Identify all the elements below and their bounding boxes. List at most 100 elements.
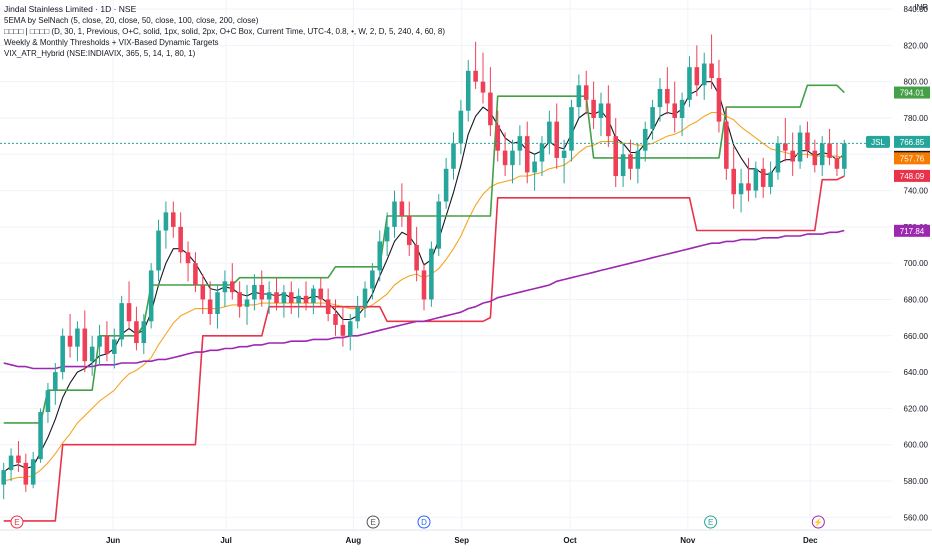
candle-body <box>687 67 692 100</box>
candle-body <box>347 321 353 336</box>
candle-body <box>60 335 65 373</box>
y-tick-label: 740.00 <box>904 187 929 196</box>
y-tick-label: 660.00 <box>904 332 929 341</box>
x-tick-label: Jun <box>106 536 120 545</box>
price-tag-text: 757.76 <box>900 154 925 163</box>
series-line-3 <box>3 175 845 522</box>
candle-body <box>89 346 95 362</box>
x-tick-label: Sep <box>454 536 469 545</box>
candle-body <box>539 143 545 162</box>
price-tag <box>894 169 930 182</box>
event-marker-label: E <box>370 518 375 527</box>
candle-body <box>797 132 803 162</box>
price-tag-text: 766.85 <box>900 138 925 147</box>
box-indicator-label[interactable]: □□□□ | □□□□ (D, 30, 1, Previous, O+C, so… <box>4 27 446 36</box>
legend: Jindal Stainless Limited · 1D · NSE 5EMA… <box>4 4 445 59</box>
currency-label: INR <box>914 3 928 12</box>
candle-body <box>237 292 242 307</box>
candle-body <box>171 212 176 227</box>
candle-body <box>819 143 825 166</box>
price-tag-text: 717.84 <box>900 227 925 236</box>
x-tick-label: Aug <box>346 536 362 545</box>
event-marker-label: ⚡ <box>813 517 823 527</box>
event-marker <box>704 515 718 529</box>
candle-body <box>207 299 213 315</box>
candle-body <box>362 288 368 307</box>
candle-body <box>421 270 427 300</box>
price-axis[interactable]: 560.00 580.00 600.00 620.00 640.00 660.00 680.… <box>904 3 929 522</box>
event-markers[interactable]: E E D E ⚡ <box>10 515 825 529</box>
candle-body <box>75 328 80 347</box>
x-tick-label: Oct <box>563 536 577 545</box>
candle-body <box>576 85 582 108</box>
candle-body <box>296 295 301 304</box>
candle-body <box>134 321 139 344</box>
candle-body <box>414 245 419 271</box>
candle-body <box>1 470 6 485</box>
candle-body <box>842 143 847 169</box>
candle-body <box>30 459 36 485</box>
candle-body <box>465 70 471 111</box>
candle-body <box>303 295 309 304</box>
candle-body <box>311 288 316 304</box>
candle-body <box>628 154 633 169</box>
time-axis[interactable]: Jun Jul Aug Sep Oct Nov Dec <box>106 536 818 545</box>
symbol-tag <box>866 135 890 148</box>
x-tick-label: Nov <box>680 536 696 545</box>
event-marker-label: E <box>14 518 19 527</box>
y-tick-label: 680.00 <box>904 295 929 304</box>
candle-body <box>488 92 493 126</box>
candle-body <box>119 303 124 340</box>
candle-body <box>377 241 383 271</box>
candle-body <box>370 270 375 289</box>
thresholds-indicator-label[interactable]: Weekly & Monthly Thresholds + VIX-Based … <box>4 38 219 47</box>
candle-body <box>104 335 110 354</box>
candle-body <box>355 306 360 322</box>
candle-body <box>288 292 294 304</box>
candle-body <box>82 328 88 362</box>
candle-body <box>554 121 560 158</box>
candle-body <box>502 150 508 166</box>
candle-body <box>827 143 832 158</box>
vix-indicator-label[interactable]: VIX_ATR_Hybrid (NSE:INDIAVIX, 365, 5, 14… <box>4 49 196 58</box>
y-tick-label: 620.00 <box>904 404 929 413</box>
y-tick-label: 580.00 <box>904 477 929 486</box>
candle-body <box>399 201 405 216</box>
candle-body <box>591 99 596 118</box>
candle-body <box>620 154 626 177</box>
gridlines <box>0 0 892 530</box>
candle-body <box>473 70 478 82</box>
candle-body <box>665 88 670 104</box>
event-marker <box>366 515 380 529</box>
price-tag-text: 794.01 <box>900 89 925 98</box>
candle-body <box>510 150 515 166</box>
candle-body <box>200 284 206 300</box>
y-tick-label: 780.00 <box>904 114 929 123</box>
candle-body <box>701 63 707 86</box>
symbol-title[interactable]: Jindal Stainless Limited · 1D · NSE <box>4 4 137 14</box>
y-tick-label: 560.00 <box>904 513 929 522</box>
candle-body <box>406 215 412 246</box>
candle-body <box>724 121 729 169</box>
candle-body <box>244 299 250 307</box>
y-tick-label: 640.00 <box>904 368 929 377</box>
y-tick-label: 600.00 <box>904 441 929 450</box>
candle-body <box>760 168 766 187</box>
candle-body <box>532 161 537 173</box>
candle-body <box>325 299 331 315</box>
candle-body <box>642 128 648 151</box>
candle-body <box>480 81 486 93</box>
candle-body <box>598 103 604 118</box>
candle-body <box>694 67 700 86</box>
y-tick-label: 840.00 <box>904 5 929 14</box>
ema-indicator-label[interactable]: 5EMA by SelNach (5, close, 20, close, 50… <box>4 16 259 25</box>
candle-body <box>45 390 51 413</box>
candle-body <box>650 107 655 129</box>
candle-body <box>436 201 442 249</box>
candle-body <box>67 335 73 347</box>
candle-body <box>163 212 169 231</box>
candle-body <box>222 281 228 293</box>
price-tag <box>894 135 930 148</box>
candle-body <box>746 183 751 191</box>
